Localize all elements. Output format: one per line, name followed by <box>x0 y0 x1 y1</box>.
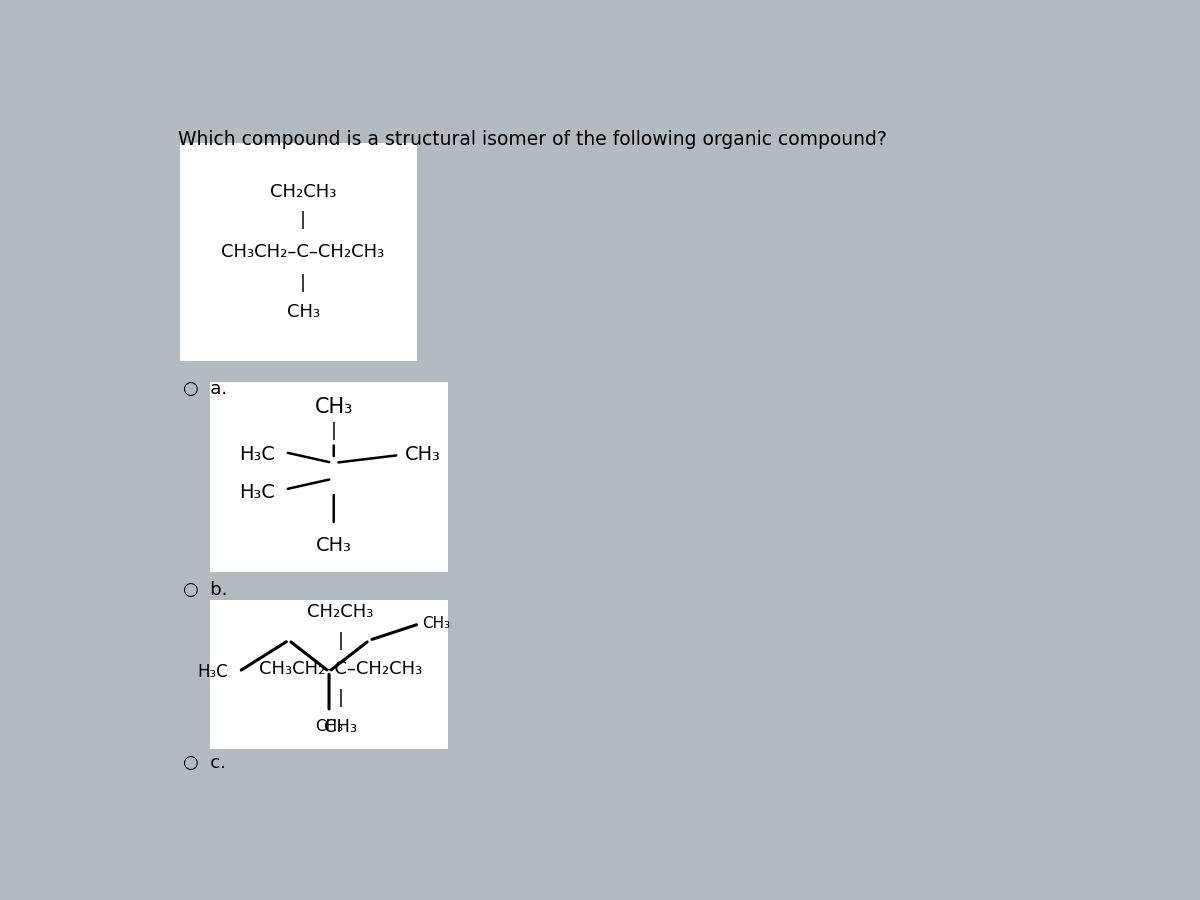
Text: H₃C: H₃C <box>239 482 275 502</box>
FancyBboxPatch shape <box>180 142 416 361</box>
Text: CH₃CH₂–C–CH₂CH₃: CH₃CH₂–C–CH₂CH₃ <box>222 243 385 261</box>
Text: |: | <box>300 212 306 230</box>
Text: ○  b.: ○ b. <box>182 580 227 598</box>
Text: |: | <box>337 632 343 650</box>
Text: CH₃: CH₃ <box>422 616 450 632</box>
Text: CH₃: CH₃ <box>314 397 353 417</box>
Text: CH₃CH₂–C–CH₂CH₃: CH₃CH₂–C–CH₂CH₃ <box>259 661 422 679</box>
Text: CH₃: CH₃ <box>324 717 358 735</box>
Text: |: | <box>300 274 306 292</box>
Text: CH₂CH₃: CH₂CH₃ <box>270 183 336 201</box>
Text: CH₃: CH₃ <box>314 719 343 733</box>
Text: ○  a.: ○ a. <box>182 380 227 398</box>
FancyBboxPatch shape <box>210 382 448 572</box>
Text: |: | <box>331 422 337 440</box>
Text: CH₂CH₃: CH₂CH₃ <box>307 603 374 621</box>
Text: H₃C: H₃C <box>239 445 275 464</box>
Text: Which compound is a structural isomer of the following organic compound?: Which compound is a structural isomer of… <box>178 130 887 149</box>
Text: CH₃: CH₃ <box>287 302 319 320</box>
Text: H₃C: H₃C <box>197 662 228 680</box>
FancyBboxPatch shape <box>210 600 448 749</box>
Text: |: | <box>337 689 343 707</box>
Text: ○  c.: ○ c. <box>182 754 226 772</box>
Text: CH₃: CH₃ <box>316 536 352 555</box>
Text: CH₃: CH₃ <box>404 445 440 464</box>
